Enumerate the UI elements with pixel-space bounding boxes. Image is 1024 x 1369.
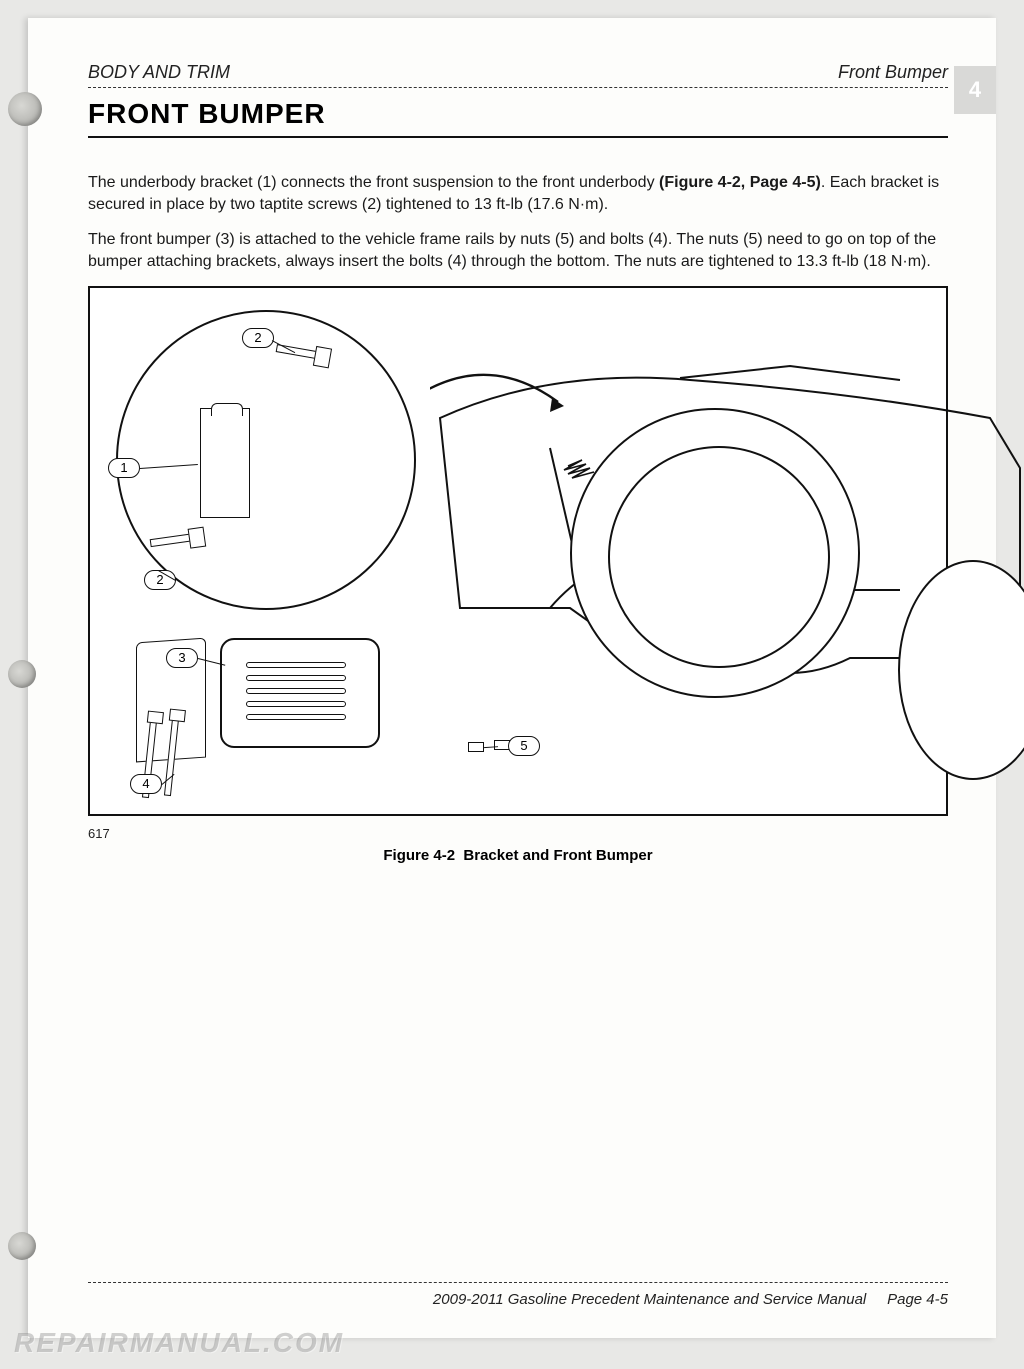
page-footer: 2009-2011 Gasoline Precedent Maintenance… (88, 1282, 948, 1308)
footer-rule (88, 1282, 948, 1283)
callout-3: 3 (166, 648, 198, 668)
page-header: BODY AND TRIM Front Bumper (88, 62, 948, 83)
header-rule (88, 87, 948, 88)
callout-2b: 2 (144, 570, 176, 590)
p1-bold-ref: (Figure 4-2, Page 4-5) (659, 174, 821, 191)
callout-1: 1 (108, 458, 140, 478)
nut-drawing (468, 742, 484, 752)
header-left: BODY AND TRIM (88, 62, 230, 83)
front-wheel-drawing (570, 408, 860, 698)
underbody-bracket-drawing (200, 408, 250, 518)
section-title: FRONT BUMPER (88, 98, 948, 138)
callout-4: 4 (130, 774, 162, 794)
header-right: Front Bumper (838, 62, 948, 83)
hole-punch-icon (8, 660, 36, 688)
callout-5: 5 (508, 736, 540, 756)
manual-page: 4 BODY AND TRIM Front Bumper FRONT BUMPE… (28, 18, 996, 1338)
figure-caption-text: Bracket and Front Bumper (463, 847, 652, 864)
hole-punch-icon (8, 1232, 36, 1260)
figure-ref-number: 617 (88, 826, 948, 841)
footer-page-number: Page 4-5 (887, 1291, 948, 1308)
chapter-tab: 4 (954, 66, 996, 114)
callout-2: 2 (242, 328, 274, 348)
paragraph-1: The underbody bracket (1) connects the f… (88, 172, 948, 215)
front-bumper-drawing (220, 638, 380, 748)
figure-4-2: 1 2 2 3 4 5 (88, 286, 948, 816)
p1-text-a: The underbody bracket (1) connects the f… (88, 174, 659, 191)
watermark-text: REPAIRMANUAL.COM (14, 1327, 344, 1359)
hole-punch-icon (8, 92, 42, 126)
footer-manual-title: 2009-2011 Gasoline Precedent Maintenance… (433, 1291, 866, 1308)
figure-caption-label: Figure 4-2 (383, 847, 455, 864)
figure-caption: Figure 4-2 Bracket and Front Bumper (88, 847, 948, 864)
bumper-grille-lines (246, 662, 346, 732)
paragraph-2: The front bumper (3) is attached to the … (88, 229, 948, 272)
detail-inset-circle (116, 310, 416, 610)
